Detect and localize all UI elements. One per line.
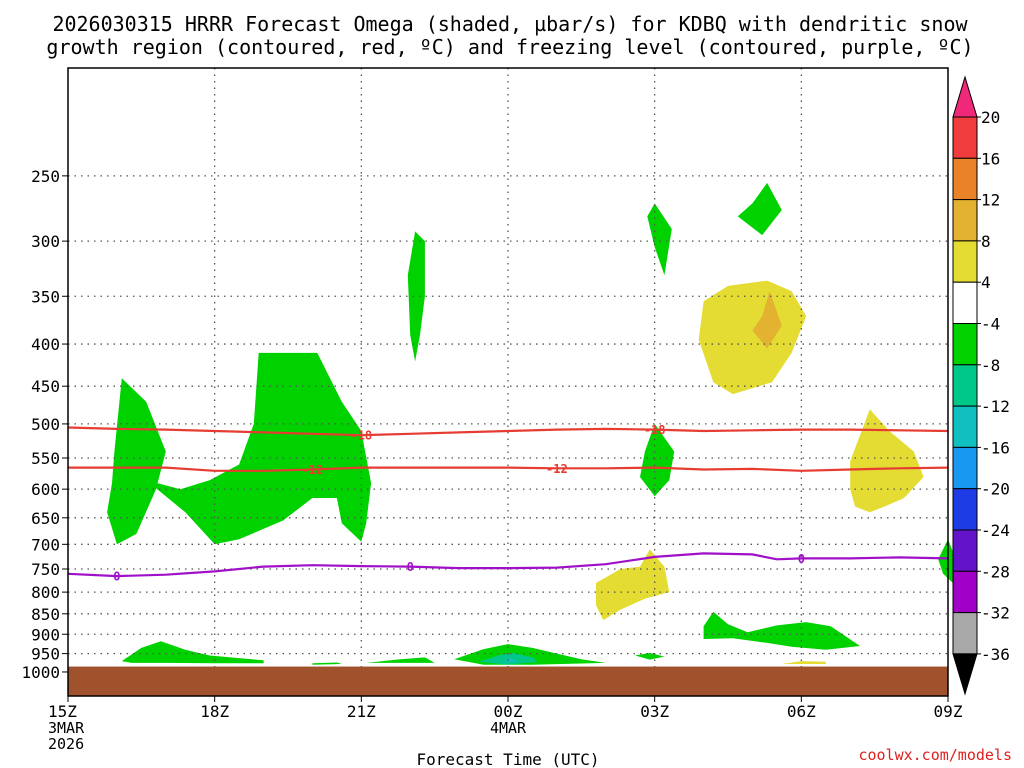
colorbar-top-triangle [952,75,978,118]
chart-title-line-2: growth region (contoured, red, ºC) and f… [46,35,973,59]
colorbar-box-6 [952,323,978,366]
omega-region-20 [781,661,826,664]
colorbar-box-12 [952,570,978,614]
y-tick-label-800: 800 [31,583,60,602]
omega-region-1 [107,378,166,545]
y-tick-label-900: 900 [31,625,60,644]
chart-title-line-1: 2026030315 HRRR Forecast Omega (shaded, … [52,12,968,36]
freezing-level-contour-label-3: 0 [798,552,805,566]
y-tick-label-700: 700 [31,535,60,554]
freezing-level-contour-label-1: 0 [113,570,120,584]
omega-shading [107,182,953,665]
omega-region-16 [698,280,807,395]
colorbar-label-10: -20 [981,480,1010,499]
y-tick-label-600: 600 [31,480,60,499]
y-tick-label-250: 250 [31,167,60,186]
colorbar-box-11 [952,529,978,572]
x-tick-label-15-1: 06Z [787,702,816,721]
x-axis-label: Forecast Time (UTC) [416,750,599,768]
omega-region-6 [737,182,782,236]
colorbar-label-11: -24 [981,521,1010,540]
freezing-level-contour-label-2: 0 [407,560,414,574]
omega-region-4 [407,231,425,362]
colorbar-box-3 [952,199,978,242]
freezing-level-contour-line [67,552,949,578]
y-tick-label-300: 300 [31,232,60,251]
dgz-contour--12-line [68,466,949,472]
omega-region-17 [752,291,782,349]
ground-surface [68,666,948,696]
omega-region-2 [146,352,372,545]
x-tick-label-9-2: 4MAR [490,719,527,737]
omega-region-11 [478,652,538,665]
y-tick-label-1000: 1000 [21,663,60,682]
omega-region-3 [121,641,264,664]
colorbar-bottom-triangle [952,653,978,696]
grid-lines [68,68,948,696]
omega-region-8 [938,539,953,583]
dgz-contour--18-label-1: -18 [350,429,372,443]
colorbar-box-8 [952,405,978,448]
colorbar-label-4: 8 [981,232,991,251]
y-tick-label-650: 650 [31,509,60,528]
colorbar-box-7 [952,364,978,407]
colorbar-label-8: -12 [981,397,1010,416]
pressure-axis: 2503003504004505005506006507007508008509… [21,167,68,682]
x-tick-label-0-1: 15Z [48,702,77,721]
dgz-contour--18-label-2: -18 [644,423,666,437]
y-tick-label-400: 400 [31,335,60,354]
y-tick-label-550: 550 [31,449,60,468]
omega-colorbar: 20 16 12 8 4 -4 -8 -12 -16 -20 -24 -28 -32 -36 [952,75,1010,696]
omega-region-9 [703,611,860,650]
x-tick-label-0-3: 2026 [48,735,84,753]
omega-region-12 [503,658,518,662]
omega-region-15 [366,657,435,663]
colorbar-box-5 [952,281,978,325]
colorbar-label-7: -8 [981,356,1000,375]
dgz-contour--18-line [67,426,949,437]
colorbar-box-4 [952,240,978,283]
x-tick-label-6-1: 21Z [347,702,376,721]
omega-region-18 [850,409,924,513]
y-tick-label-750: 750 [31,560,60,579]
colorbar-label-1: 20 [981,108,1000,127]
colorbar-box-13 [952,612,978,655]
omega-region-5 [647,203,672,276]
x-tick-label-18-1: 09Z [934,702,963,721]
colorbar-label-13: -32 [981,604,1010,623]
colorbar-label-12: -28 [981,562,1010,581]
contour-lines: -18 -18 -12 -12 0 0 0 [67,423,949,584]
omega-region-14 [312,662,342,665]
colorbar-label-9: -16 [981,438,1010,457]
credit-text: coolwx.com/models [858,746,1012,764]
colorbar-label-3: 12 [981,191,1000,210]
y-tick-label-450: 450 [31,377,60,396]
colorbar-box-1 [952,116,978,159]
colorbar-box-9 [952,446,978,490]
colorbar-label-14: -36 [981,645,1010,664]
x-tick-label-0-2: 3MAR [48,719,85,737]
y-tick-label-850: 850 [31,605,60,624]
y-tick-label-500: 500 [31,415,60,434]
colorbar-label-2: 16 [981,149,1000,168]
omega-region-13 [635,652,665,660]
x-tick-label-3-1: 18Z [200,702,229,721]
dgz-contour--12-label-2: -12 [546,462,568,476]
colorbar-box-10 [952,488,978,531]
colorbar-box-2 [952,157,978,201]
colorbar-label-6: -4 [981,315,1000,334]
colorbar-label-5: 4 [981,273,991,292]
x-tick-label-9-1: 00Z [494,702,523,721]
dgz-contour--12-label-1: -12 [302,463,324,477]
y-tick-label-950: 950 [31,645,60,664]
omega-region-19 [596,549,670,621]
omega-region-7 [640,423,675,497]
x-tick-label-12-1: 03Z [640,702,669,721]
y-tick-label-350: 350 [31,287,60,306]
